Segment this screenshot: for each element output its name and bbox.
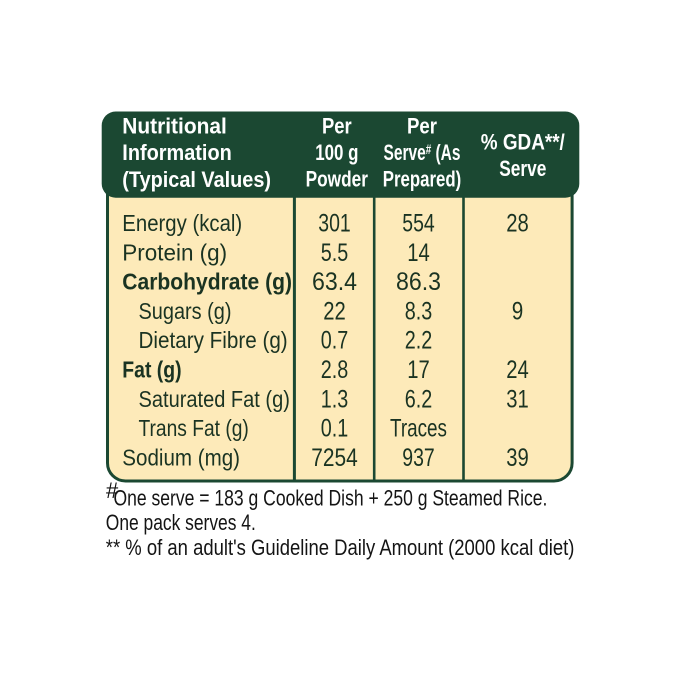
- svg-text:Sugars (g): Sugars (g): [139, 298, 232, 324]
- svg-text:9: 9: [512, 297, 524, 325]
- svg-text:301: 301: [318, 210, 351, 238]
- svg-text:Energy (kcal): Energy (kcal): [122, 210, 242, 236]
- svg-text:0.1: 0.1: [321, 415, 349, 443]
- svg-text:Serve# (As: Serve# (As: [384, 140, 461, 165]
- svg-text:** % of an adult's Guideline D: ** % of an adult's Guideline Daily Amoun…: [106, 535, 575, 560]
- svg-text:31: 31: [506, 385, 529, 413]
- svg-text:63.4: 63.4: [312, 268, 357, 296]
- svg-text:Sodium (mg): Sodium (mg): [122, 444, 240, 470]
- svg-text:100 g: 100 g: [315, 140, 358, 165]
- svg-text:24: 24: [506, 356, 529, 384]
- svg-text:2.2: 2.2: [405, 327, 433, 355]
- svg-text:% GDA**/: % GDA**/: [481, 130, 565, 155]
- svg-text:5.5: 5.5: [321, 239, 349, 267]
- svg-text:Per: Per: [407, 113, 437, 138]
- svg-text:Trans Fat (g): Trans Fat (g): [139, 415, 249, 441]
- svg-text:8.3: 8.3: [405, 297, 433, 325]
- svg-text:2.8: 2.8: [321, 356, 349, 384]
- svg-text:7254: 7254: [311, 444, 358, 472]
- svg-text:0.7: 0.7: [321, 327, 349, 355]
- svg-text:One pack serves 4.: One pack serves 4.: [106, 510, 256, 535]
- svg-text:Dietary Fibre (g): Dietary Fibre (g): [139, 327, 288, 353]
- svg-text:6.2: 6.2: [405, 385, 433, 413]
- svg-text:Protein (g): Protein (g): [122, 239, 227, 265]
- svg-text:937: 937: [402, 444, 435, 472]
- svg-text:(Typical Values): (Typical Values): [122, 167, 271, 192]
- svg-text:Fat (g): Fat (g): [122, 357, 181, 383]
- svg-text:17: 17: [407, 356, 430, 384]
- svg-text:Carbohydrate (g): Carbohydrate (g): [122, 269, 292, 295]
- svg-text:28: 28: [506, 210, 529, 238]
- svg-text:14: 14: [407, 239, 430, 267]
- svg-text:554: 554: [402, 210, 435, 238]
- svg-text:86.3: 86.3: [396, 268, 441, 296]
- svg-text:Traces: Traces: [390, 415, 447, 443]
- svg-text:Saturated Fat (g): Saturated Fat (g): [139, 386, 290, 412]
- svg-text:Powder: Powder: [306, 167, 369, 192]
- svg-text:One serve = 183 g Cooked Dish: One serve = 183 g Cooked Dish + 250 g St…: [114, 485, 548, 510]
- svg-text:#: #: [106, 478, 119, 503]
- svg-text:Per: Per: [322, 113, 352, 138]
- svg-text:Information: Information: [122, 140, 232, 165]
- svg-text:Serve: Serve: [499, 156, 546, 181]
- svg-text:22: 22: [323, 297, 346, 325]
- svg-text:39: 39: [506, 444, 529, 472]
- svg-text:1.3: 1.3: [321, 385, 349, 413]
- svg-text:Nutritional: Nutritional: [122, 114, 227, 139]
- svg-text:Prepared): Prepared): [383, 167, 462, 192]
